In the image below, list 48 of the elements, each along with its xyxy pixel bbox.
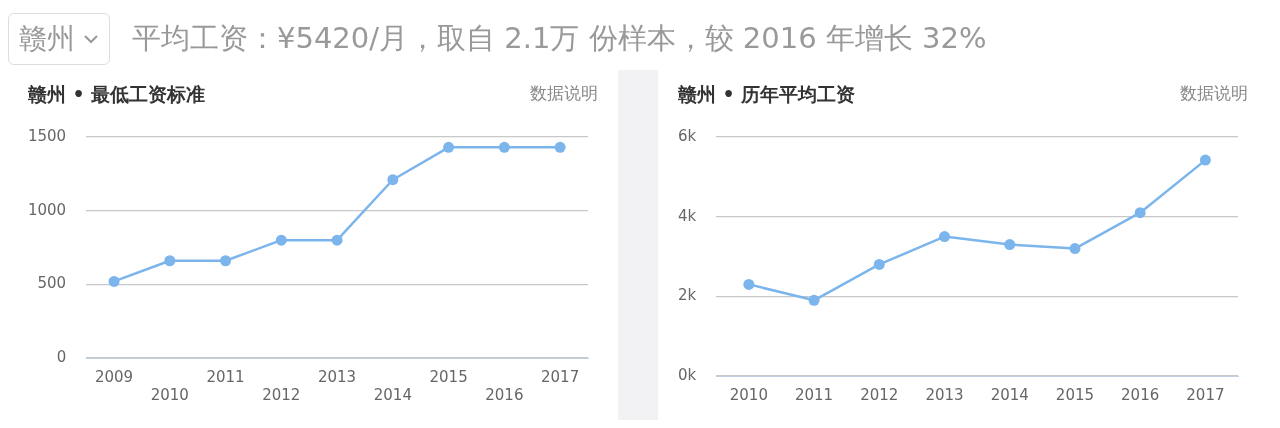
text: 数据说明 bbox=[530, 83, 598, 103]
x-tick-label: 2015 bbox=[429, 367, 468, 386]
point bbox=[164, 255, 176, 267]
x-tick-label: 2009 bbox=[94, 367, 134, 386]
y-tick-label: 1000 bbox=[27, 200, 67, 219]
point bbox=[873, 258, 885, 270]
text: 赣州 bbox=[19, 21, 75, 57]
y-tick-label: 6k bbox=[678, 126, 697, 145]
x-tick-label: 2014 bbox=[373, 385, 412, 404]
x-tick-label: 2011 bbox=[206, 367, 245, 386]
point bbox=[387, 174, 399, 186]
x-tick-label: 2017 bbox=[1186, 385, 1225, 404]
text: 平均工资：¥5420/月，取自 2.1万 份样本，较 2016 年增长 32% bbox=[132, 20, 987, 57]
point bbox=[554, 141, 566, 153]
y-tick-label: 0 bbox=[56, 347, 67, 366]
x-tick-label: 2011 bbox=[794, 385, 834, 404]
x-tick-label: 2010 bbox=[150, 385, 189, 404]
y-tick-label: 4k bbox=[678, 206, 697, 225]
x-tick-label: 2016 bbox=[1121, 385, 1160, 404]
point bbox=[939, 231, 950, 243]
point bbox=[1134, 207, 1146, 219]
x-tick-label: 2015 bbox=[1055, 385, 1095, 404]
x-tick-label: 2013 bbox=[925, 385, 964, 404]
point bbox=[331, 234, 343, 246]
x-tick-label: 2012 bbox=[262, 385, 301, 404]
point bbox=[275, 234, 287, 246]
point bbox=[743, 278, 755, 290]
point bbox=[808, 294, 820, 306]
x-tick-label: 2012 bbox=[860, 385, 899, 404]
chart-title: 赣州 • 最低工资标准 bbox=[28, 82, 206, 107]
y-tick-label: 0k bbox=[678, 365, 697, 384]
chart-title: 赣州 • 历年平均工资 bbox=[678, 82, 856, 107]
y-tick-label: 1500 bbox=[27, 126, 67, 145]
point bbox=[1069, 243, 1081, 255]
point bbox=[443, 141, 455, 153]
point bbox=[498, 141, 510, 153]
point bbox=[1199, 154, 1211, 166]
x-tick-label: 2014 bbox=[990, 385, 1029, 404]
y-tick-label: 500 bbox=[37, 274, 67, 293]
point bbox=[220, 255, 232, 267]
y-tick-label: 2k bbox=[678, 286, 697, 305]
x-tick-label: 2013 bbox=[317, 367, 357, 386]
x-tick-label: 2010 bbox=[729, 385, 768, 404]
x-tick-label: 2017 bbox=[541, 367, 580, 386]
x-tick-label: 2016 bbox=[485, 385, 524, 404]
point bbox=[108, 275, 120, 287]
text: 数据说明 bbox=[1180, 83, 1248, 103]
point bbox=[1004, 239, 1016, 251]
